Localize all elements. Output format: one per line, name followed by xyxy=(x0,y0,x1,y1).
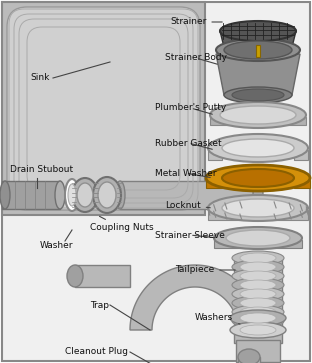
Ellipse shape xyxy=(232,269,284,283)
Ellipse shape xyxy=(216,39,300,61)
Ellipse shape xyxy=(220,106,296,124)
Ellipse shape xyxy=(238,349,260,363)
Ellipse shape xyxy=(224,38,292,56)
Ellipse shape xyxy=(0,181,10,209)
Ellipse shape xyxy=(232,287,284,301)
Text: Plumber's Putty: Plumber's Putty xyxy=(155,103,226,114)
Ellipse shape xyxy=(68,184,76,206)
Bar xyxy=(236,340,280,362)
Ellipse shape xyxy=(240,253,276,263)
Bar xyxy=(238,357,260,363)
Ellipse shape xyxy=(230,310,286,326)
Ellipse shape xyxy=(222,199,294,217)
Ellipse shape xyxy=(240,262,276,272)
Ellipse shape xyxy=(240,316,276,326)
Ellipse shape xyxy=(224,41,292,59)
Bar xyxy=(2,181,60,209)
Ellipse shape xyxy=(232,260,284,274)
Ellipse shape xyxy=(232,296,284,310)
Ellipse shape xyxy=(226,230,290,246)
Text: Locknut: Locknut xyxy=(165,200,210,209)
Ellipse shape xyxy=(224,87,292,103)
FancyBboxPatch shape xyxy=(7,7,200,210)
Ellipse shape xyxy=(240,298,276,308)
Ellipse shape xyxy=(98,182,116,208)
Text: Strainer Body: Strainer Body xyxy=(165,53,227,64)
Ellipse shape xyxy=(240,289,276,299)
Polygon shape xyxy=(130,265,260,330)
Ellipse shape xyxy=(240,325,276,335)
Ellipse shape xyxy=(232,305,284,319)
Ellipse shape xyxy=(208,195,308,221)
Ellipse shape xyxy=(230,322,286,338)
Ellipse shape xyxy=(67,265,83,287)
Ellipse shape xyxy=(240,307,276,317)
Ellipse shape xyxy=(77,183,93,207)
Ellipse shape xyxy=(206,165,310,191)
Polygon shape xyxy=(294,150,308,160)
Ellipse shape xyxy=(232,251,284,265)
Bar xyxy=(2,2,205,215)
Text: Cleanout Plug: Cleanout Plug xyxy=(65,347,128,356)
Bar xyxy=(75,265,130,287)
Text: Strainer Sleeve: Strainer Sleeve xyxy=(155,231,225,240)
Ellipse shape xyxy=(222,169,294,187)
Bar xyxy=(120,181,258,209)
Text: Rubber Gasket: Rubber Gasket xyxy=(155,139,222,149)
Ellipse shape xyxy=(232,89,284,101)
Ellipse shape xyxy=(232,314,284,328)
Ellipse shape xyxy=(232,323,284,337)
Ellipse shape xyxy=(210,102,306,128)
Ellipse shape xyxy=(93,177,121,213)
Text: Drain Stubout: Drain Stubout xyxy=(10,166,73,175)
Polygon shape xyxy=(216,54,300,95)
Ellipse shape xyxy=(240,280,276,290)
Text: Washer: Washer xyxy=(40,241,74,249)
Ellipse shape xyxy=(220,21,296,41)
Text: Tailpiece: Tailpiece xyxy=(175,265,235,274)
Ellipse shape xyxy=(65,179,79,211)
Text: Coupling Nuts: Coupling Nuts xyxy=(90,216,154,232)
Text: Trap: Trap xyxy=(90,301,109,310)
Ellipse shape xyxy=(55,181,65,209)
Ellipse shape xyxy=(115,181,125,209)
Text: Strainer: Strainer xyxy=(170,17,222,26)
Ellipse shape xyxy=(222,139,294,157)
Polygon shape xyxy=(214,240,302,248)
Polygon shape xyxy=(210,117,306,125)
Ellipse shape xyxy=(214,227,302,249)
Text: Metal Washer: Metal Washer xyxy=(155,168,217,178)
Ellipse shape xyxy=(253,181,263,209)
Polygon shape xyxy=(220,31,296,47)
Ellipse shape xyxy=(232,278,284,292)
Ellipse shape xyxy=(208,134,308,162)
Polygon shape xyxy=(208,150,222,160)
Bar xyxy=(234,258,282,343)
Ellipse shape xyxy=(240,325,276,335)
Text: Washers: Washers xyxy=(195,314,240,324)
Polygon shape xyxy=(208,210,308,220)
Text: Sink: Sink xyxy=(30,73,49,82)
Ellipse shape xyxy=(72,178,98,212)
Bar xyxy=(256,45,260,57)
Ellipse shape xyxy=(240,313,276,323)
Polygon shape xyxy=(206,180,222,188)
Ellipse shape xyxy=(240,271,276,281)
Polygon shape xyxy=(294,180,310,188)
